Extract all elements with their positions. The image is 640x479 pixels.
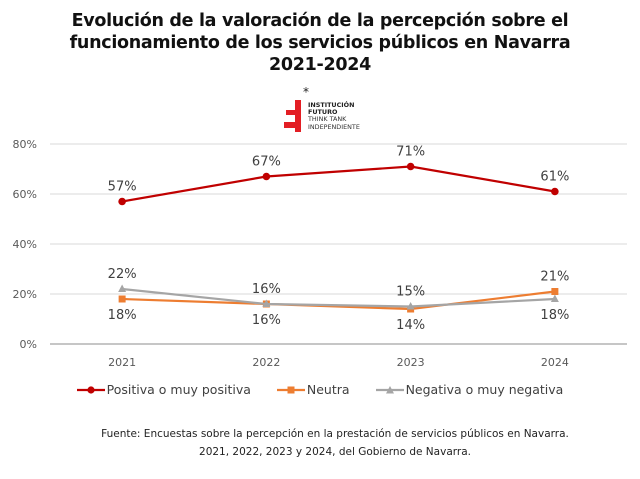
gridlines [50, 143, 627, 345]
series-group [118, 162, 559, 313]
legend-label-positiva: Positiva o muy positiva [106, 382, 251, 397]
data-point[interactable] [551, 288, 559, 295]
legend-label-neutra: Neutra [306, 382, 350, 397]
source-note: Fuente: Encuestas sobre la percepción en… [0, 425, 640, 461]
institucion-futuro-logo: * INSTITUCIÓN FUTURO THINK TANK INDEPEND… [280, 86, 380, 136]
legend-label-negativa: Negativa o muy negativa [405, 382, 564, 397]
data-point[interactable] [118, 295, 126, 303]
data-point[interactable] [262, 172, 271, 181]
legend-circle-marker-icon [76, 385, 105, 394]
logo-line-1: INSTITUCIÓN [308, 101, 355, 109]
y-tick-label: 20% [13, 288, 37, 301]
data-point[interactable] [550, 294, 559, 303]
x-tick-label: 2022 [252, 356, 280, 369]
logo-line-3: THINK TANK [308, 115, 347, 124]
series-line-2 [122, 287, 555, 308]
chart-title-line-3: 2021-2024 [269, 55, 371, 75]
data-point[interactable] [118, 197, 126, 206]
series-line-0 [121, 165, 556, 203]
legend: Positiva o muy positiva Neutra Negativa … [0, 382, 640, 397]
data-label: 22% [108, 267, 137, 282]
y-tick-label: 40% [13, 238, 37, 251]
data-label: 16% [252, 313, 281, 328]
x-tick-label: 2021 [108, 356, 136, 369]
legend-item-negativa[interactable]: Negativa o muy negativa [375, 382, 564, 397]
y-axis-ticks: 0% 20% 40% 60% 80% [13, 138, 37, 351]
data-label: 67% [252, 155, 281, 170]
legend-triangle-marker-icon [375, 385, 404, 393]
y-tick-label: 0% [20, 338, 37, 351]
data-point[interactable] [406, 162, 415, 171]
data-point[interactable] [406, 302, 415, 310]
source-line-1: Fuente: Encuestas sobre la percepción en… [101, 428, 569, 440]
data-label: 61% [540, 170, 569, 185]
star-icon: * [303, 85, 309, 99]
legend-item-neutra[interactable]: Neutra [276, 382, 350, 397]
data-labels: 57% 67% 71% 61% 18% 16% 14% 21% 22% 16% 15% 18% [108, 145, 570, 334]
data-label: 15% [396, 285, 425, 300]
chart-title: Evolución de la valoración de la percepc… [0, 10, 640, 76]
data-label: 57% [108, 180, 137, 195]
logo-line-2: FUTURO [308, 108, 338, 117]
legend-item-positiva[interactable]: Positiva o muy positiva [76, 382, 251, 397]
data-point[interactable] [118, 284, 127, 293]
x-tick-label: 2023 [397, 356, 425, 369]
data-label: 18% [540, 308, 569, 323]
data-label: 14% [396, 318, 425, 333]
series-line-1 [122, 290, 556, 311]
data-point[interactable] [262, 299, 271, 308]
chart-title-line-1: Evolución de la valoración de la percepc… [71, 11, 569, 31]
data-label: 16% [252, 282, 281, 297]
y-tick-label: 60% [13, 188, 37, 201]
logo-mark-icon [284, 100, 301, 132]
legend-square-marker-icon [276, 386, 305, 393]
y-tick-label: 80% [13, 138, 37, 151]
data-label: 71% [396, 145, 425, 160]
x-tick-label: 2024 [541, 356, 569, 369]
logo-line-4: INDEPENDIENTE [308, 122, 360, 131]
data-label: 18% [108, 308, 137, 323]
logo-text: INSTITUCIÓN FUTURO THINK TANK INDEPENDIE… [308, 101, 360, 131]
data-point[interactable] [551, 187, 559, 196]
source-line-2: 2021, 2022, 2023 y 2024, del Gobierno de… [199, 446, 471, 458]
x-axis-ticks: 2021 2022 2023 2024 [108, 356, 569, 369]
data-label: 21% [540, 270, 569, 285]
chart-title-line-2: funcionamiento de los servicios públicos… [69, 33, 571, 53]
